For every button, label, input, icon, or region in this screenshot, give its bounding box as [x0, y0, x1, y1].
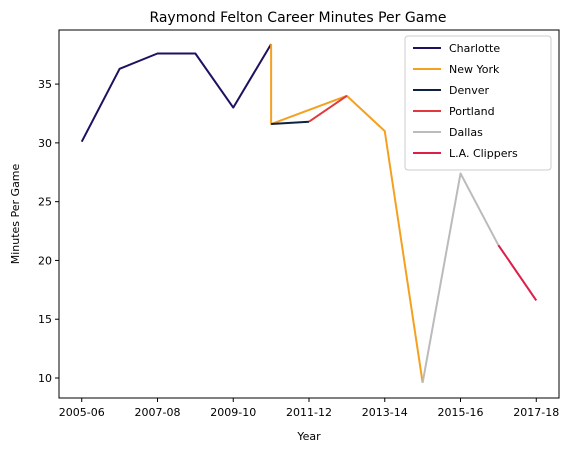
x-axis-label: Year: [296, 430, 321, 443]
y-tick-label: 10: [38, 372, 52, 385]
x-tick-label: 2007-08: [135, 406, 181, 419]
y-tick-label: 30: [38, 137, 52, 150]
legend-label-portland: Portland: [449, 105, 495, 118]
series-line-denver: [271, 120, 310, 126]
y-axis-label: Minutes Per Game: [9, 163, 22, 264]
y-tick-label: 35: [38, 78, 52, 91]
x-tick-label: 2017-18: [513, 406, 559, 419]
x-tick-label: 2015-16: [438, 406, 484, 419]
legend-label-dallas: Dallas: [449, 126, 483, 139]
y-tick-label: 25: [38, 196, 52, 209]
series-layer: [80, 43, 538, 383]
series-line-new-york: [270, 44, 424, 383]
series-line-portland: [308, 95, 348, 123]
x-tick-label: 2013-14: [362, 406, 408, 419]
y-tick-label: 20: [38, 254, 52, 267]
legend-label-charlotte: Charlotte: [449, 42, 500, 55]
y-tick-label: 15: [38, 313, 52, 326]
legend-label-denver: Denver: [449, 84, 489, 97]
x-tick-label: 2011-12: [286, 406, 332, 419]
series-line-dallas: [421, 172, 500, 383]
legend: Charlotte New York Denver Portland Dallas L.A…: [404, 35, 552, 171]
x-tick-label: 2005-06: [59, 406, 105, 419]
series-line-l-a-clippers: [497, 244, 538, 301]
legend-label-new-york: New York: [449, 63, 500, 76]
legend-label-l-a-clippers: L.A. Clippers: [449, 147, 518, 160]
y-axis: 10 15 20 25 30 35: [38, 78, 59, 385]
chart-title: Raymond Felton Career Minutes Per Game: [149, 10, 446, 26]
x-tick-label: 2009-10: [210, 406, 256, 419]
legend-box: [404, 35, 552, 171]
x-axis: 2005-06 2007-08 2009-10 2011-12 2013-14 2015-…: [59, 398, 559, 419]
series-line-charlotte: [80, 43, 272, 143]
